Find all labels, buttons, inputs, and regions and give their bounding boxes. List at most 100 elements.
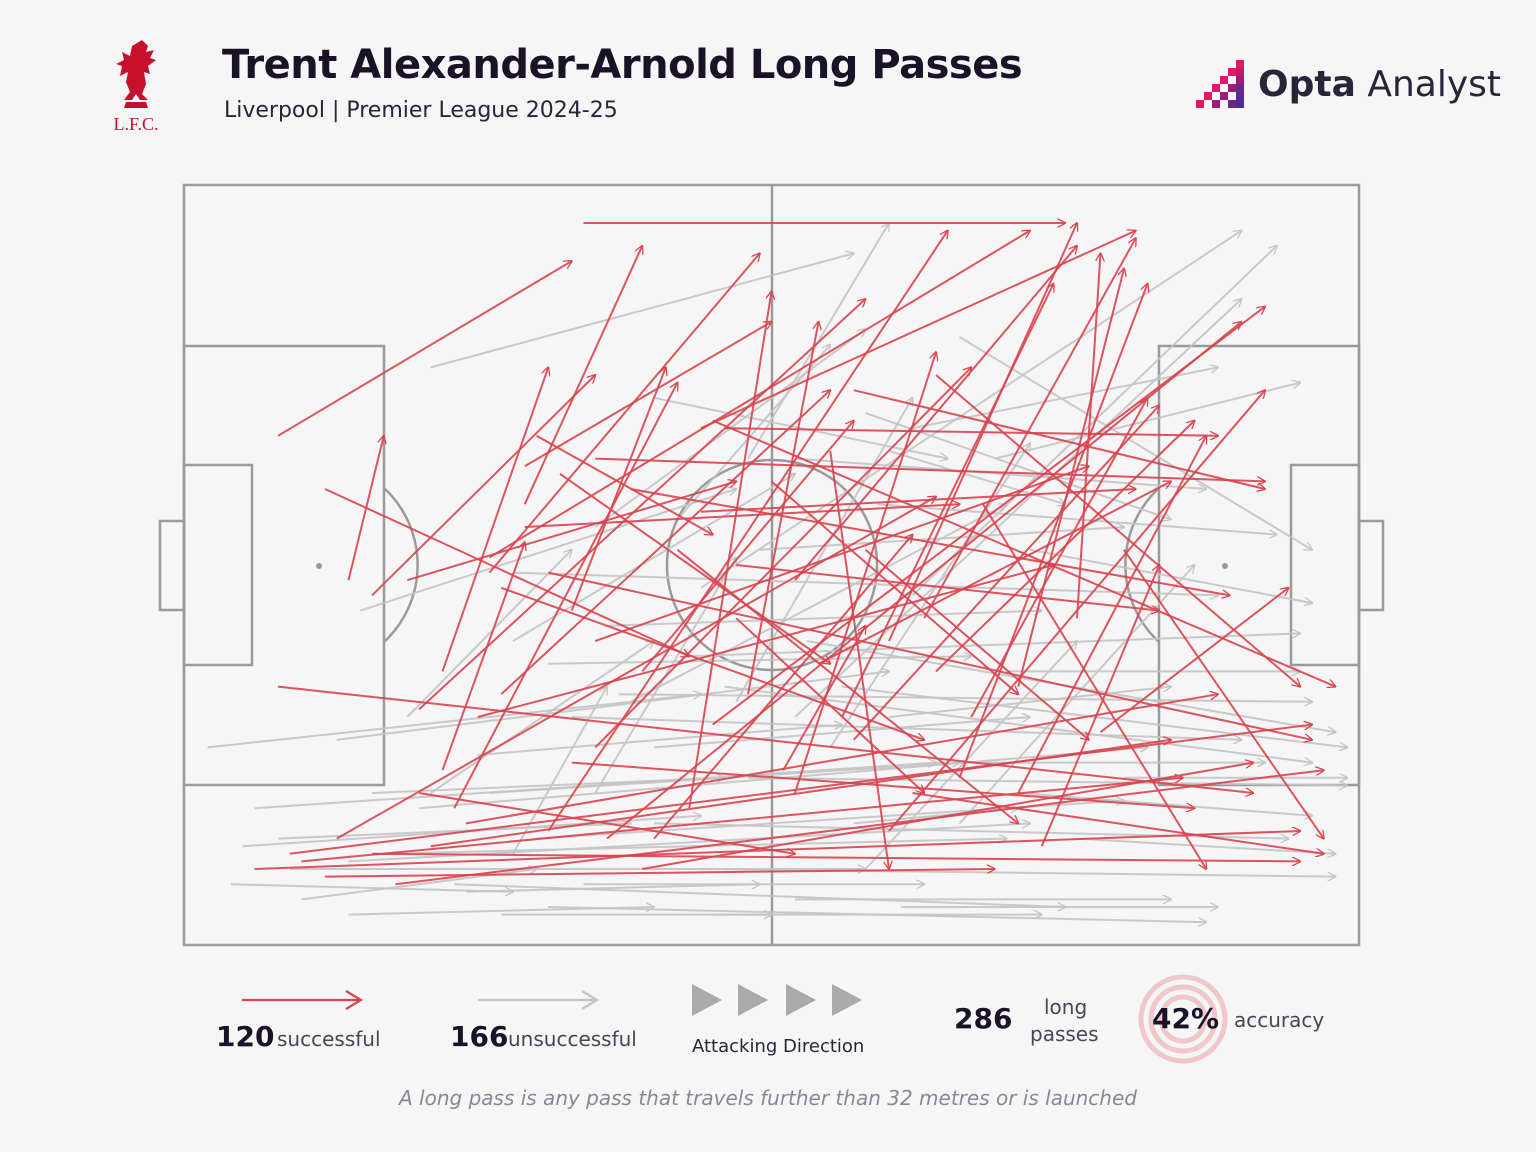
successful-pass-arrow [676, 549, 1019, 824]
unsuccessful-pass-arrow [676, 345, 831, 521]
successful-pass-arrow [700, 489, 1136, 513]
successful-pass-arrow [441, 367, 549, 672]
unsuccessful-pass-arrow [841, 685, 1347, 748]
successful-pass-arrow [277, 261, 572, 437]
successful-pass-arrow [559, 472, 830, 664]
successful-pass-arrow [441, 542, 525, 771]
successful-pass-arrow [324, 488, 689, 656]
unsuccessful-pass-arrow [700, 231, 1242, 589]
successful-pass-arrow [570, 367, 666, 611]
successful-pass-arrow [818, 481, 1172, 665]
unsuccessful-pass-arrow [359, 489, 736, 612]
successful-pass-arrow [324, 869, 995, 878]
successful-pass-arrow [688, 291, 771, 809]
opta-analyst-wordmark: Opta Analyst [1258, 64, 1501, 105]
successful-pass-arrow [594, 466, 1089, 642]
successful-pass-arrow [1099, 588, 1289, 733]
successful-pass-arrow [418, 792, 795, 854]
unsuccessful-pass-arrow [477, 725, 842, 756]
brand-bold: Opta [1258, 64, 1356, 105]
unsuccessful-pass-arrow [512, 474, 795, 642]
successful-pass-arrow [571, 761, 1195, 809]
right-goal [1357, 519, 1385, 612]
unsuccessful-pass-arrow [512, 571, 1218, 596]
right-six-yard-box [1289, 463, 1361, 667]
unsuccessful-pass-arrow [700, 868, 1336, 877]
unsuccessful-passes [207, 223, 1348, 922]
successful-pass-arrow [488, 253, 760, 574]
successful-pass-arrow [371, 375, 595, 597]
unsuccessful-pass-arrow [430, 253, 854, 369]
successful-pass-arrow [453, 383, 677, 809]
successful-pass-arrow [782, 626, 865, 771]
unsuccessful-pass-arrow [301, 869, 537, 901]
unsuccessful-pass-arrow [689, 633, 1300, 658]
successful-pass-arrow [500, 586, 924, 740]
unsuccessful-pass-arrow [371, 778, 725, 794]
opta-analyst-logo-icon [1196, 60, 1244, 108]
successful-pass-arrow [794, 246, 1077, 581]
unsuccessful-pass-arrow [912, 367, 1219, 430]
successful-pass-arrow [853, 389, 1265, 489]
successful-passes [254, 223, 1336, 886]
successful-pass-arrow [406, 481, 736, 582]
successful-pass-arrow [864, 549, 1089, 740]
unsuccessful-pass-arrow [383, 839, 1007, 855]
left-six-yard-box [182, 463, 254, 667]
right-penalty-arc [1124, 487, 1160, 643]
accuracy-value: 42% [1152, 1002, 1220, 1035]
successful-pass-arrow [289, 725, 1312, 855]
successful-pass-arrow [829, 450, 889, 869]
unsuccessful-legend-arrow-icon [478, 990, 600, 1010]
successful-pass-arrow [770, 480, 1019, 694]
unsuccessful-pass-arrow [888, 450, 1065, 504]
left-penalty-area [182, 344, 386, 787]
successful-pass-arrow [418, 299, 866, 711]
unsuccessful-pass-arrow [888, 687, 1171, 718]
unsuccessful-pass-arrow [1076, 837, 1336, 854]
successful-pass-arrow [935, 374, 1300, 687]
footnote: A long pass is any pass that travels fur… [399, 1086, 1137, 1110]
chart-title: Trent Alexander-Arnold Long Passes [222, 42, 1023, 88]
successful-pass-arrow [958, 284, 1148, 779]
unsuccessful-pass-arrow [571, 716, 1242, 740]
unsuccessful-pass-arrow [994, 383, 1301, 460]
successful-pass-arrow [523, 246, 643, 505]
unsuccessful-pass-arrow [794, 299, 1242, 718]
successful-pass-arrow [336, 497, 936, 840]
right-penalty-spot [1222, 563, 1228, 569]
unsuccessful-pass-arrow [864, 641, 1078, 870]
successful-pass-arrow [912, 792, 1324, 854]
total-passes-count: 286 [954, 1002, 1013, 1035]
successful-pass-arrow [371, 852, 1300, 862]
unsuccessful-pass-arrow [759, 527, 1124, 551]
left-penalty-arc [383, 487, 419, 643]
successful-pass-arrow [747, 322, 819, 695]
left-penalty-spot [316, 563, 322, 569]
successful-pass-arrow [970, 398, 1147, 718]
unsuccessful-pass-arrow [653, 717, 1030, 749]
successful-pass-arrow [536, 434, 713, 535]
successful-pass-arrow [524, 504, 960, 528]
total-label-line2: passes [1030, 1022, 1099, 1046]
left-goal [158, 519, 186, 612]
successful-pass-arrow [923, 238, 1136, 619]
unsuccessful-pass-arrow [348, 907, 655, 916]
unsuccessful-pass-arrow [630, 504, 1007, 703]
successful-pass-arrow [641, 421, 854, 673]
successful-pass-arrow [547, 231, 948, 832]
successful-pass-arrow [606, 322, 1242, 840]
unsuccessful-pass-arrow [747, 776, 1347, 786]
unsuccessful-pass-arrow [653, 396, 948, 459]
unsuccessful-pass-arrow [958, 336, 1313, 550]
successful-pass-arrow [594, 367, 971, 749]
unsuccessful-pass-arrow [230, 883, 513, 892]
unsuccessful-pass-arrow [454, 883, 1065, 907]
unsuccessful-pass-arrow [794, 457, 1206, 489]
chart-subtitle: Liverpool | Premier League 2024-25 [224, 98, 618, 123]
unsuccessful-pass-arrow [747, 223, 889, 460]
unsuccessful-count: 166 [450, 1020, 509, 1053]
successful-label: successful [277, 1027, 381, 1051]
successful-pass-arrow [395, 770, 1324, 886]
successful-pass-arrow [736, 564, 1159, 611]
